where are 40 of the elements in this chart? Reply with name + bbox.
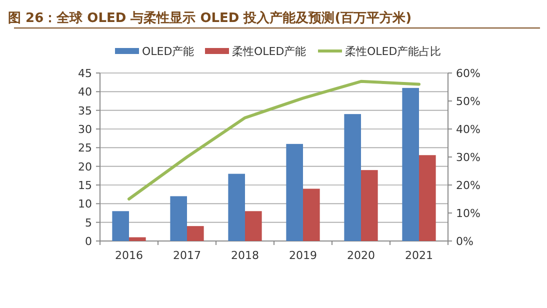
x-tick-label: 2016 [115,249,143,262]
y2-tick-label: 20% [456,179,480,192]
bar [303,188,320,241]
x-tick-label: 2020 [347,249,375,262]
bar [112,211,129,241]
bar [419,155,436,241]
x-tick-label: 2017 [173,249,201,262]
bar [402,88,419,241]
x-tick-label: 2019 [289,249,317,262]
y-tick-label: 25 [78,142,92,155]
y2-tick-label: 0% [456,235,474,248]
bar [344,114,361,241]
bar [187,226,204,241]
legend-label: 柔性OLED产能占比 [345,45,442,58]
y2-tick-label: 10% [456,207,480,220]
y-tick-label: 10 [78,198,92,211]
y-tick-label: 15 [78,179,92,192]
bar [245,211,262,241]
bar [361,170,378,241]
bar [286,144,303,241]
y-tick-label: 40 [78,86,92,99]
x-tick-label: 2018 [231,249,259,262]
bar [129,237,146,241]
y-tick-label: 0 [85,235,92,248]
legend-label: OLED产能 [142,45,194,58]
y-tick-label: 5 [85,216,92,230]
legend-label: 柔性OLED产能 [232,45,306,58]
y-tick-label: 20 [78,160,92,174]
y2-tick-label: 30% [456,151,480,164]
bar [228,174,245,241]
line-series [128,80,420,200]
chart-title: 图 26：全球 OLED 与柔性显示 OLED 投入产能及预测(百万平方米) [8,10,412,26]
y2-tick-label: 50% [456,95,480,108]
x-tick-label: 2021 [405,249,433,262]
y-tick-label: 35 [78,104,92,118]
y2-tick-label: 60% [456,67,480,80]
y2-tick-label: 40% [456,123,480,136]
y-tick-label: 45 [78,67,92,80]
y-tick-label: 30 [78,123,92,136]
bar [170,196,187,241]
